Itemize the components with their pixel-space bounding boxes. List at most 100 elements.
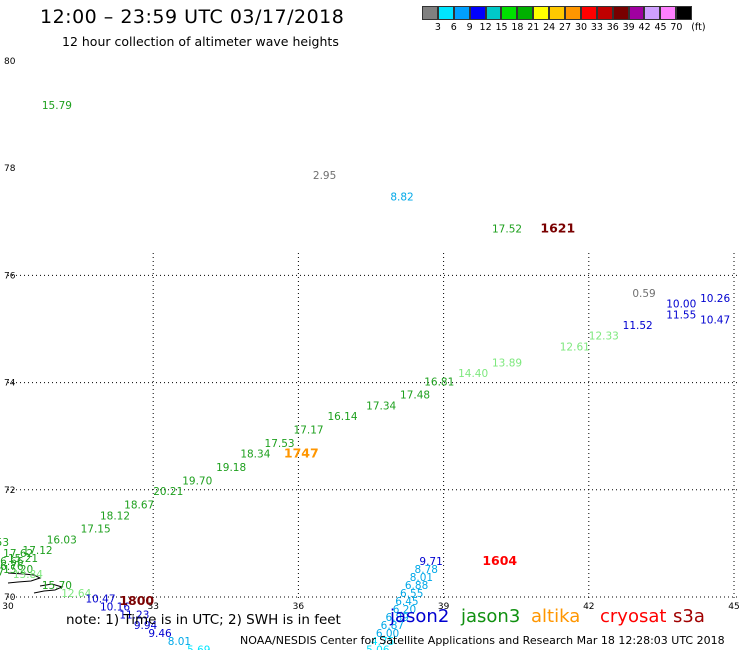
- color-scale-label: 12: [479, 22, 492, 33]
- satellite-name: s3a: [673, 606, 705, 627]
- color-swatch: [533, 6, 550, 20]
- wave-height-label: 10.16: [100, 601, 130, 613]
- satellite-name: cryosat: [600, 606, 667, 627]
- color-scale-label: 6: [450, 22, 457, 33]
- wave-height-label: 13.89: [492, 358, 522, 370]
- wave-height-label: 6.20: [393, 604, 416, 616]
- graticule: [8, 253, 740, 600]
- color-scale-label: 42: [638, 22, 651, 33]
- wave-height-label: 16.66: [0, 556, 24, 568]
- color-scale-label: 30: [574, 22, 588, 33]
- map-subtitle: 12 hour collection of altimeter wave hei…: [62, 34, 339, 49]
- color-scale-labels: 3 6 9 12 15 18 21 24 27 30 33 36 39 42 45 70 (ft): [422, 22, 740, 34]
- wave-height-label: 13.84: [13, 569, 43, 581]
- wave-height-label: 6.89: [386, 612, 409, 624]
- pass-time-label: 1604: [482, 553, 517, 568]
- latitude-tick-label: 70: [4, 593, 16, 603]
- color-swatch: [453, 6, 470, 20]
- wave-height-label: 8.78: [415, 564, 438, 576]
- wave-height-label: 15.53: [0, 537, 9, 549]
- wave-height-label: 19.70: [182, 475, 212, 487]
- color-scale-label: 36: [606, 22, 619, 33]
- units-note: note: 1) Time is in UTC; 2) SWH is in fe…: [66, 612, 341, 628]
- wave-height-label: 6.00: [376, 628, 399, 640]
- wave-height-label: 17.52: [492, 224, 522, 236]
- wave-height-label: 18.12: [100, 510, 130, 522]
- longitude-tick-label: 30: [2, 602, 14, 612]
- color-scale-label: 39: [622, 22, 635, 33]
- wave-height-label: 10.00: [666, 299, 696, 311]
- color-scale-label: 21: [527, 22, 540, 33]
- wave-height-label: 15.70: [42, 580, 72, 592]
- wave-height-label: 20.21: [153, 486, 183, 498]
- wave-height-label: 8.82: [390, 191, 413, 203]
- wave-height-label: 17.17: [294, 425, 324, 437]
- wave-height-label: 18.67: [124, 500, 154, 512]
- color-scale: [422, 6, 693, 20]
- wave-height-label: 16.03: [47, 534, 77, 546]
- wave-height-label: 17.34: [366, 400, 396, 412]
- latitude-tick-label: 74: [4, 379, 16, 389]
- wave-height-label: 19.18: [216, 462, 246, 474]
- wave-height-label: 9.46: [148, 628, 172, 640]
- wave-height-label: 17.53: [265, 438, 295, 450]
- color-swatch: [596, 6, 613, 20]
- pass-time-label: 1747: [284, 446, 319, 461]
- color-swatch: [485, 6, 502, 20]
- color-swatch: [517, 6, 534, 20]
- wave-height-label: 5.06: [366, 644, 390, 650]
- wave-height-label: 8.01: [410, 572, 433, 584]
- longitude-tick-label: 42: [583, 602, 594, 612]
- color-swatch: [549, 6, 566, 20]
- wave-height-label: 11.23: [119, 609, 149, 621]
- coastline: [7, 572, 64, 594]
- latitude-tick-label: 78: [4, 164, 16, 174]
- wave-height-label: 0.59: [632, 288, 655, 300]
- map-title: 12:00 – 23:59 UTC 03/17/2018: [40, 6, 345, 28]
- color-swatch: [580, 6, 597, 20]
- color-scale-label: 24: [543, 22, 556, 33]
- wave-height-label: 11.52: [623, 320, 653, 332]
- color-swatch: [469, 6, 486, 20]
- longitude-tick-label: 45: [728, 602, 739, 612]
- wave-height-label: 4.75: [371, 636, 394, 648]
- wave-height-label: 14.40: [458, 368, 488, 380]
- wave-height-label: 16.17: [0, 567, 4, 579]
- color-scale-label: 18: [511, 22, 524, 33]
- color-scale-label: 70: [670, 22, 683, 33]
- wave-height-label: 16.14: [327, 411, 357, 423]
- satellite-name: altika: [531, 606, 581, 627]
- color-scale-label: 15: [495, 22, 508, 33]
- pass-time-labels: 16211747160418001759: [119, 221, 575, 650]
- color-scale-label: 45: [654, 22, 667, 33]
- latitude-tick-label: 72: [4, 486, 15, 496]
- wave-height-label: 12.64: [61, 588, 91, 600]
- wave-height-label: 16.76: [0, 561, 24, 573]
- wave-height-label: 9.71: [419, 556, 442, 568]
- wave-height-label: 15.79: [42, 100, 72, 112]
- satellite-name: jason3: [461, 606, 521, 627]
- color-scale-label: (ft): [691, 22, 706, 33]
- wave-height-label: 9.94: [134, 620, 158, 632]
- wave-height-label: 17.15: [81, 524, 111, 536]
- wave-height-label: 6.55: [400, 588, 423, 600]
- color-swatch: [660, 6, 677, 20]
- color-swatch: [422, 6, 438, 20]
- wave-height-label: 15.20: [3, 564, 33, 576]
- wave-height-label: 10.47: [700, 315, 730, 327]
- color-scale-label: 9: [466, 22, 473, 33]
- color-swatch: [676, 6, 693, 20]
- latitude-tick-label: 80: [4, 57, 16, 67]
- wave-height-label: 8.01: [168, 636, 191, 648]
- wave-height-label: 12.33: [589, 331, 619, 343]
- wave-height-label: 6.87: [381, 620, 404, 632]
- wave-height-label: 10.26: [700, 293, 730, 305]
- color-swatch: [565, 6, 581, 20]
- wave-height-label: 5.69: [187, 644, 210, 650]
- longitude-tick-label: 33: [147, 602, 158, 612]
- color-scale-label: 3: [434, 22, 441, 33]
- color-swatch: [612, 6, 629, 20]
- wave-height-label: 16.81: [424, 376, 454, 388]
